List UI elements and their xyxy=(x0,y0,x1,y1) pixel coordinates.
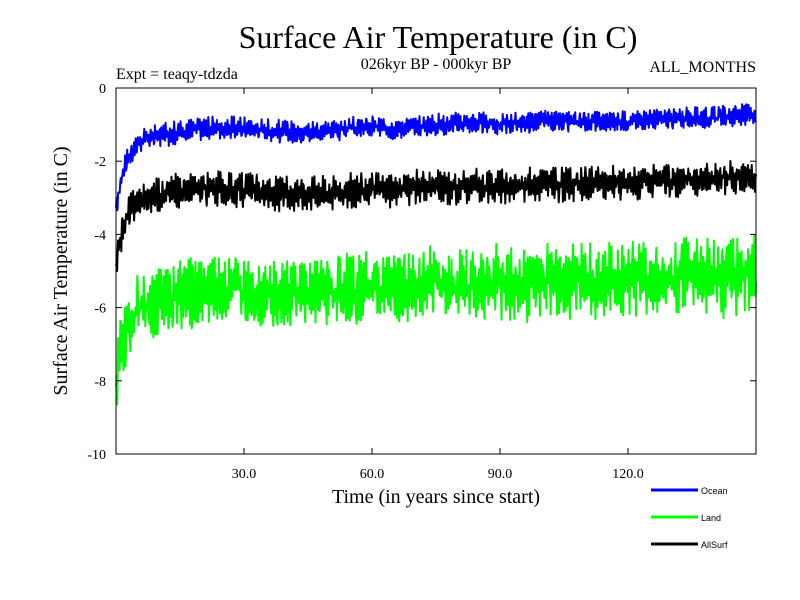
chart-subtitle-center: 026kyr BP - 000kyr BP xyxy=(361,56,512,73)
legend-label-ocean: Ocean xyxy=(701,486,728,496)
axis-layer: 0 -2 -4 -6 -8 -10 30.0 60.0 90.0 120.0 xyxy=(87,82,756,482)
x-tick-label: 90.0 xyxy=(488,467,513,482)
legend-label-land: Land xyxy=(701,513,721,523)
x-axis-label: Time (in years since start) xyxy=(332,486,540,508)
y-tick-label: -6 xyxy=(94,302,106,317)
plot-frame xyxy=(115,87,757,455)
y-axis-label: Surface Air Temperature (in C) xyxy=(50,146,72,395)
y-tick-label: -2 xyxy=(94,155,106,170)
x-tick-label: 60.0 xyxy=(360,467,385,482)
series-line-land xyxy=(115,234,757,406)
series-layer xyxy=(115,103,757,406)
y-tick-label: -4 xyxy=(94,228,106,243)
chart-title: Surface Air Temperature (in C) xyxy=(239,19,638,55)
series-line-allsurf xyxy=(115,160,757,272)
y-tick-label: 0 xyxy=(99,82,106,97)
chart-subtitle-right: ALL_MONTHS xyxy=(649,59,756,76)
y-tick-label: -10 xyxy=(87,448,106,463)
x-tick-label: 30.0 xyxy=(232,467,257,482)
legend: Ocean Land AllSurf xyxy=(651,486,728,550)
series-line-ocean xyxy=(115,103,757,212)
y-tick-label: -8 xyxy=(94,375,106,390)
legend-label-allsurf: AllSurf xyxy=(701,540,728,550)
chart-subtitle-left: Expt = teaqy-tdzda xyxy=(116,66,238,83)
x-tick-label: 120.0 xyxy=(612,467,644,482)
